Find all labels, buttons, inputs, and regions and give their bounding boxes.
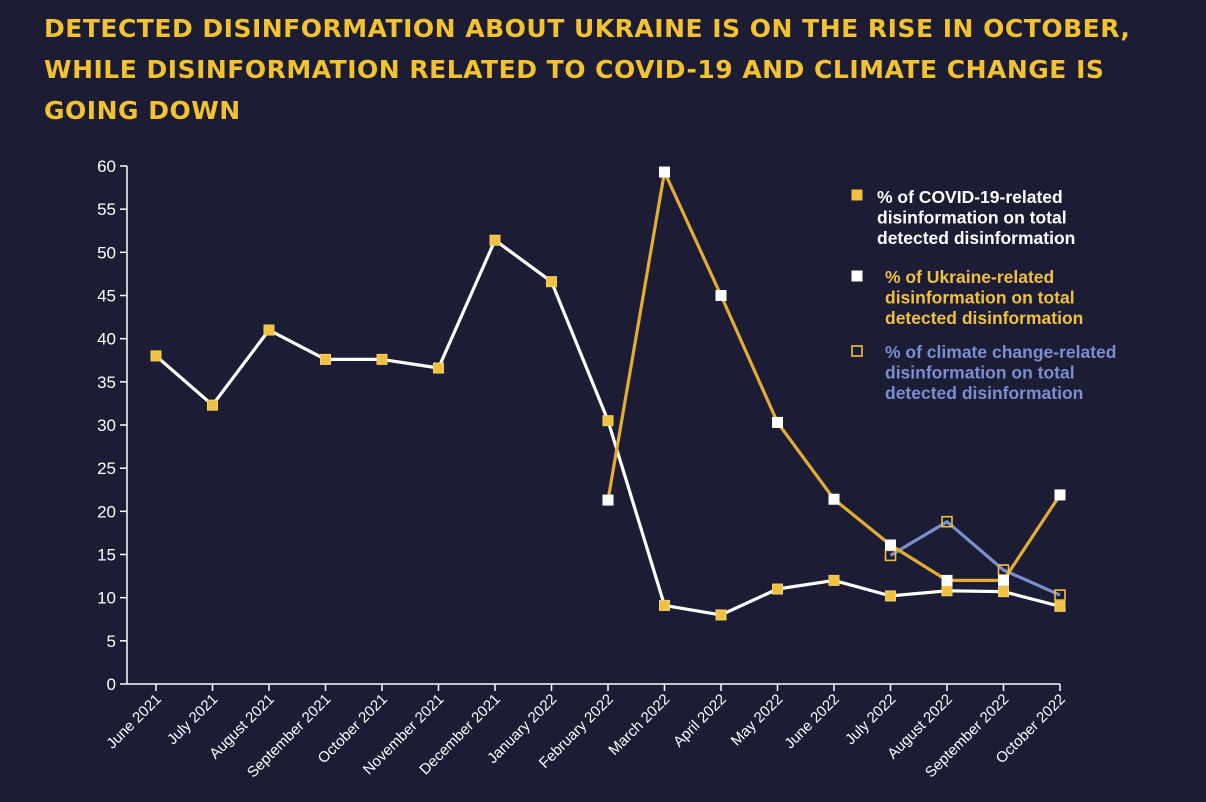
chart-title: Detected disinformation about Ukraine is… — [44, 14, 1131, 125]
legend-marker-climate — [851, 345, 863, 357]
data-point-ukraine — [602, 494, 614, 506]
data-point-covid — [602, 415, 614, 427]
y-tick-label: 30 — [97, 416, 116, 435]
y-tick-label: 15 — [97, 546, 116, 565]
series-markers — [150, 166, 1066, 621]
x-tick-label: June 2021 — [103, 691, 165, 753]
y-tick-label: 40 — [97, 330, 116, 349]
data-point-ukraine — [772, 416, 783, 428]
y-tick-label: 55 — [97, 200, 116, 219]
data-point-covid — [715, 609, 727, 621]
legend-marker-ukraine — [851, 270, 863, 282]
data-point-climate — [1054, 589, 1066, 601]
legend: % of COVID-19-related disinformation on t… — [851, 187, 1116, 403]
series-line-climate — [889, 520, 1061, 597]
data-point-covid — [885, 590, 896, 602]
x-tick-label: July 2021 — [164, 691, 221, 748]
y-tick-label: 60 — [97, 157, 116, 176]
y-tick-label: 35 — [97, 373, 116, 392]
legend-label-ukraine: % of Ukraine-related disinformation on to… — [885, 267, 1083, 328]
data-point-ukraine — [828, 493, 840, 505]
data-point-covid — [659, 599, 670, 611]
y-tick-label: 10 — [97, 589, 116, 608]
legend-marker-covid — [851, 189, 863, 201]
y-tick-label: 45 — [97, 287, 116, 306]
data-point-ukraine — [659, 166, 670, 178]
data-point-ukraine — [998, 574, 1009, 586]
data-point-covid — [941, 585, 953, 597]
data-point-ukraine — [715, 290, 727, 301]
x-tick-label: July 2022 — [842, 691, 899, 748]
x-tick-label: May 2022 — [728, 691, 787, 750]
legend-label-covid: % of COVID-19-related disinformation on t… — [877, 187, 1075, 248]
data-point-covid — [546, 276, 557, 288]
data-point-covid — [489, 234, 501, 246]
data-point-ukraine — [885, 539, 896, 551]
y-tick-label: 50 — [97, 243, 116, 262]
data-point-ukraine — [1054, 489, 1066, 501]
data-point-covid — [998, 586, 1009, 598]
data-point-covid — [828, 574, 840, 586]
data-point-covid — [150, 350, 162, 362]
data-point-ukraine — [941, 574, 953, 586]
y-tick-label: 5 — [107, 632, 116, 651]
y-tick-label: 25 — [97, 459, 116, 478]
x-tick-label: March 2022 — [605, 691, 673, 759]
data-point-covid — [433, 362, 444, 374]
legend-label-climate: % of climate change-related disinformatio… — [885, 342, 1116, 403]
y-tick-label: 20 — [97, 502, 116, 521]
data-point-covid — [376, 353, 388, 365]
data-point-covid — [263, 324, 275, 336]
data-point-covid — [772, 583, 783, 595]
x-tick-label: June 2022 — [781, 691, 843, 753]
data-point-climate — [941, 515, 953, 528]
data-point-covid — [320, 353, 331, 365]
x-tick-label: April 2022 — [670, 691, 730, 751]
data-point-covid — [207, 399, 218, 411]
data-point-covid — [1054, 600, 1066, 612]
y-tick-label: 0 — [107, 675, 116, 694]
